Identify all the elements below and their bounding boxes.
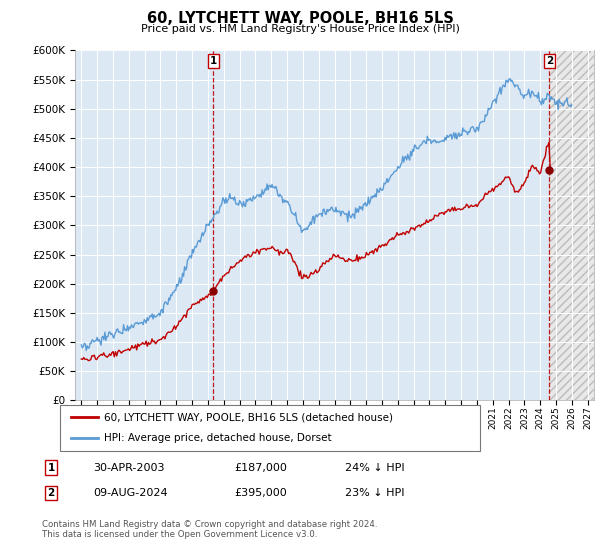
Text: Contains HM Land Registry data © Crown copyright and database right 2024.
This d: Contains HM Land Registry data © Crown c… <box>42 520 377 539</box>
Text: 60, LYTCHETT WAY, POOLE, BH16 5LS (detached house): 60, LYTCHETT WAY, POOLE, BH16 5LS (detac… <box>104 412 393 422</box>
Bar <box>550 50 600 400</box>
Text: 60, LYTCHETT WAY, POOLE, BH16 5LS: 60, LYTCHETT WAY, POOLE, BH16 5LS <box>146 11 454 26</box>
Text: Price paid vs. HM Land Registry's House Price Index (HPI): Price paid vs. HM Land Registry's House … <box>140 24 460 34</box>
FancyBboxPatch shape <box>60 405 480 451</box>
Text: 30-APR-2003: 30-APR-2003 <box>93 463 164 473</box>
Text: HPI: Average price, detached house, Dorset: HPI: Average price, detached house, Dors… <box>104 433 332 444</box>
Text: 23% ↓ HPI: 23% ↓ HPI <box>345 488 404 498</box>
Text: 24% ↓ HPI: 24% ↓ HPI <box>345 463 404 473</box>
Text: £395,000: £395,000 <box>234 488 287 498</box>
Text: 09-AUG-2024: 09-AUG-2024 <box>93 488 167 498</box>
Bar <box>550 50 600 400</box>
Text: £187,000: £187,000 <box>234 463 287 473</box>
Text: 1: 1 <box>209 55 217 66</box>
Text: 1: 1 <box>47 463 55 473</box>
Text: 2: 2 <box>546 55 553 66</box>
Text: 2: 2 <box>47 488 55 498</box>
